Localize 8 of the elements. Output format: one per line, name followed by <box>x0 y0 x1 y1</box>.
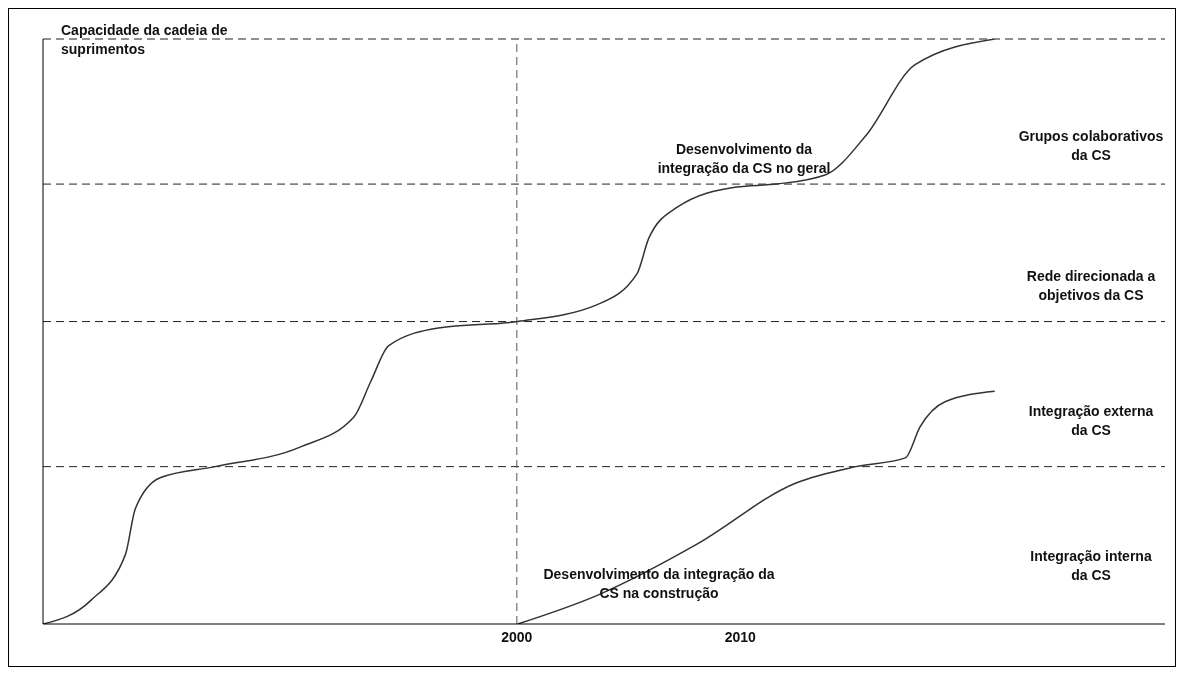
annotation: Grupos colaborativos da CS <box>1017 127 1165 165</box>
annotation: Rede direcionada a objetivos da CS <box>1025 267 1157 305</box>
y-axis-title: Capacidade da cadeia de suprimentos <box>61 21 229 59</box>
annotation: Desenvolvimento da integração da CS no geral <box>656 140 832 178</box>
x-tick-label: 2010 <box>724 628 757 645</box>
annotation: Integração interna da CS <box>1029 547 1153 585</box>
annotation: Integração externa da CS <box>1027 402 1155 440</box>
x-tick-label: 2000 <box>501 628 533 645</box>
